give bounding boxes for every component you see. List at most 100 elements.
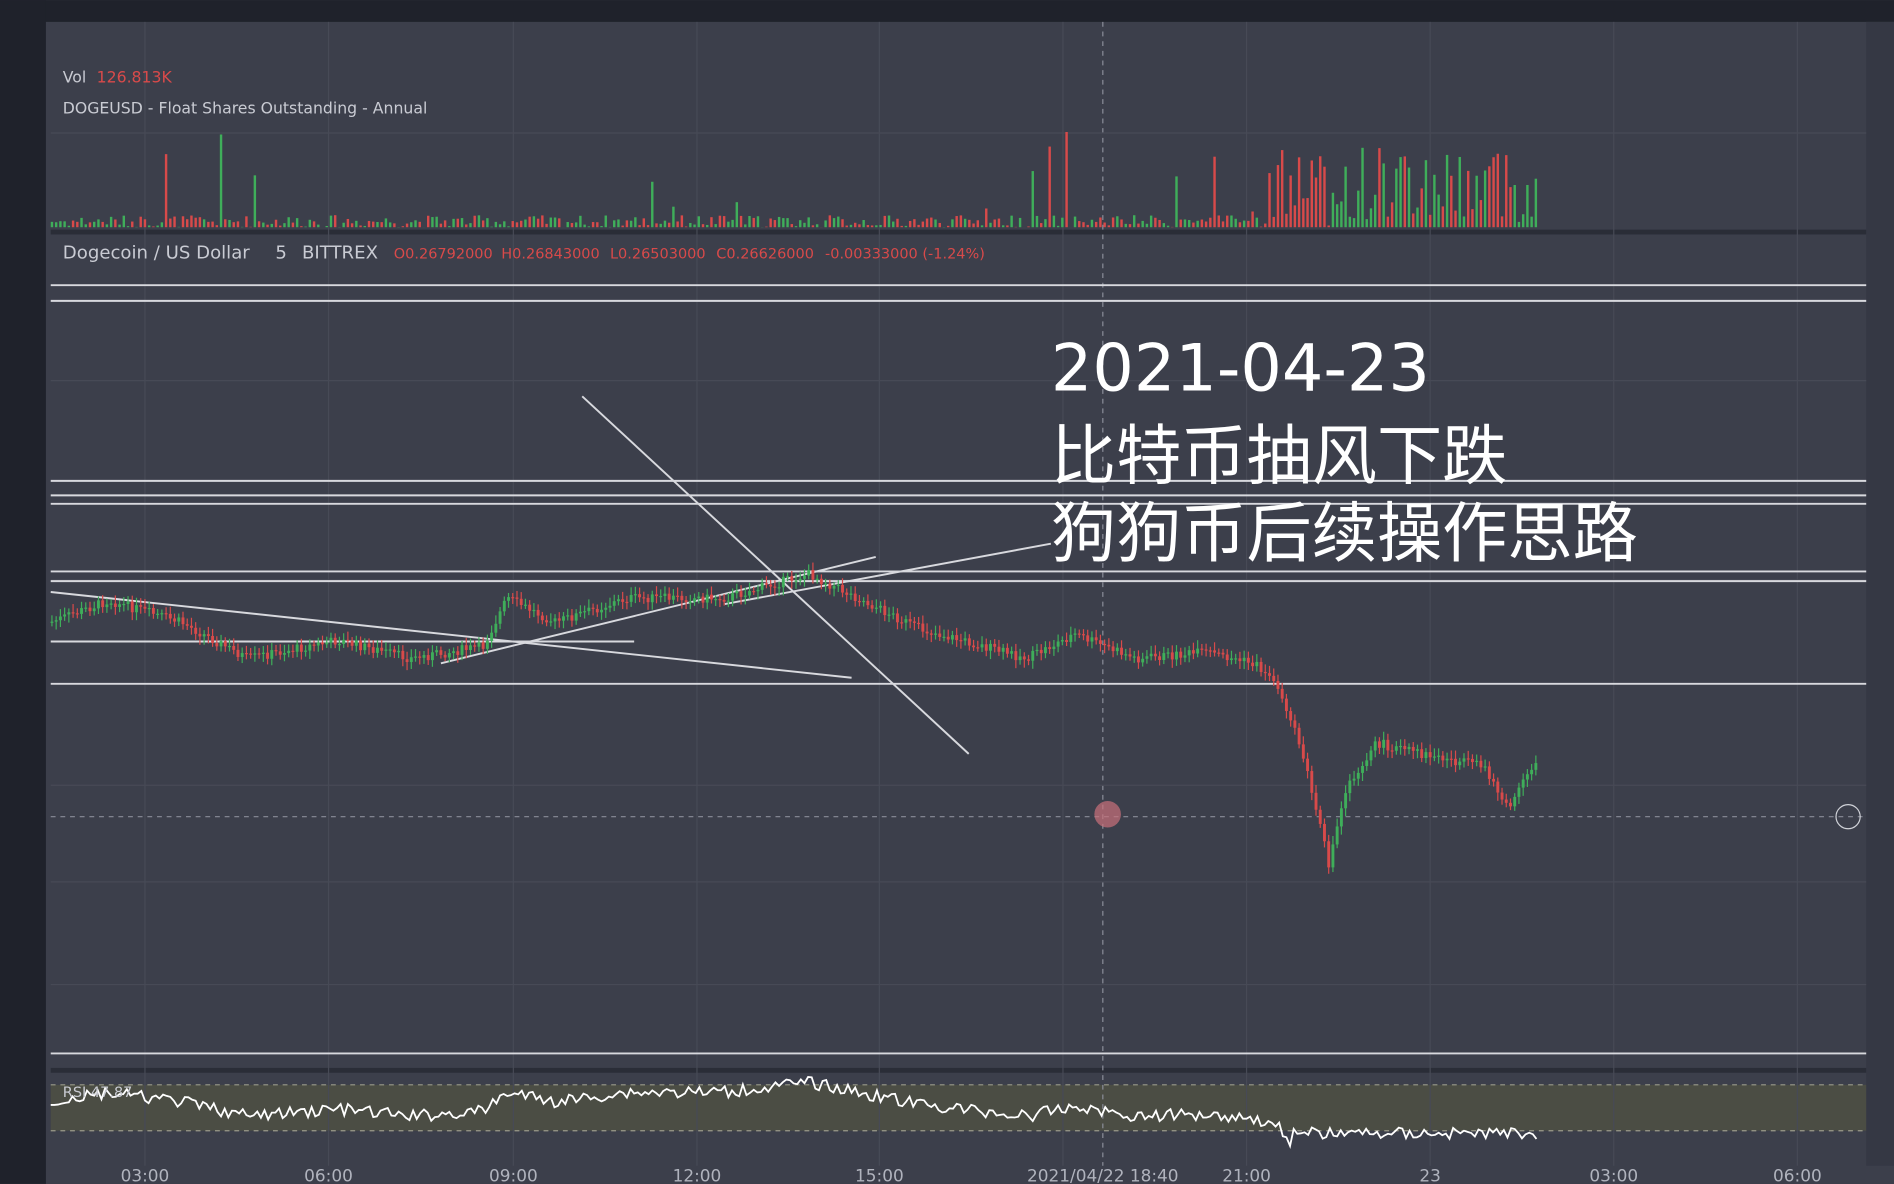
volume-bar bbox=[1386, 216, 1390, 228]
volume-bar bbox=[207, 221, 210, 228]
candle-body bbox=[980, 644, 984, 648]
volume-bar bbox=[706, 224, 709, 228]
candle-body bbox=[228, 645, 231, 648]
candle-body bbox=[1175, 651, 1178, 660]
candle-body bbox=[409, 657, 413, 663]
candle-body bbox=[1107, 644, 1111, 647]
volume-bar bbox=[676, 221, 679, 228]
trend-line[interactable] bbox=[440, 556, 876, 665]
left-toolbar[interactable] bbox=[0, 0, 46, 1184]
indicator-label: DOGEUSD - Float Shares Outstanding - Ann… bbox=[63, 99, 428, 118]
candle-body bbox=[1238, 658, 1242, 662]
candle-body bbox=[815, 578, 819, 580]
volume-bar bbox=[900, 225, 903, 228]
trend-line[interactable] bbox=[50, 591, 852, 679]
candle-body bbox=[291, 650, 295, 652]
candle-body bbox=[156, 613, 160, 615]
volume-bar bbox=[228, 219, 231, 228]
volume-bar bbox=[469, 223, 472, 228]
candle-body bbox=[1424, 752, 1428, 759]
volume-bar bbox=[892, 221, 895, 228]
candle-body bbox=[485, 640, 489, 649]
candle-body bbox=[464, 645, 468, 650]
candle-body bbox=[105, 604, 109, 608]
candle-body bbox=[1086, 635, 1090, 642]
candle-body bbox=[616, 599, 620, 602]
volume-bar bbox=[84, 224, 87, 228]
top-toolbar[interactable] bbox=[0, 0, 1894, 22]
candle-body bbox=[1356, 772, 1360, 779]
volume-bar bbox=[1090, 219, 1094, 228]
volume-bar bbox=[410, 222, 413, 228]
volume-bar bbox=[1285, 213, 1288, 228]
volume-bar bbox=[634, 217, 637, 228]
volume-bar bbox=[968, 219, 971, 228]
volume-bar bbox=[1496, 153, 1500, 228]
candle-body bbox=[257, 653, 261, 655]
candle-body bbox=[1293, 720, 1297, 728]
candle-body bbox=[439, 650, 443, 655]
volume-bar bbox=[1424, 160, 1428, 228]
trend-line[interactable] bbox=[581, 395, 970, 755]
candle-body bbox=[710, 594, 713, 600]
overlay-date: 2021-04-23 bbox=[1051, 330, 1430, 406]
volume-bar bbox=[1111, 217, 1115, 228]
candle-body bbox=[1170, 652, 1174, 660]
candle-body bbox=[380, 647, 384, 651]
candle-body bbox=[773, 586, 777, 588]
volume-bar bbox=[777, 216, 781, 228]
candle-body bbox=[786, 576, 790, 578]
volume-bar bbox=[769, 218, 772, 228]
candle-body bbox=[1052, 646, 1056, 650]
volume-bar bbox=[1280, 150, 1284, 228]
candle-body bbox=[363, 643, 367, 651]
volume-bar bbox=[689, 222, 692, 228]
volume-bar bbox=[934, 219, 937, 228]
add-button[interactable] bbox=[1835, 803, 1861, 830]
volume-bar bbox=[722, 216, 726, 228]
candle-body bbox=[1365, 760, 1369, 766]
candle-body bbox=[1441, 755, 1445, 761]
candle-body bbox=[1115, 647, 1119, 652]
volume-bar bbox=[1458, 156, 1461, 228]
volume-bar bbox=[414, 220, 417, 228]
volume-bar bbox=[693, 224, 696, 228]
candle-body bbox=[1289, 711, 1293, 721]
candle-body bbox=[819, 578, 823, 585]
candle-body bbox=[718, 599, 722, 601]
candle-body bbox=[422, 655, 426, 658]
candle-body bbox=[519, 598, 523, 605]
candle-body bbox=[1361, 765, 1364, 773]
candle-body bbox=[469, 645, 472, 650]
volume-bar bbox=[224, 219, 227, 228]
volume-bar bbox=[456, 218, 460, 228]
candle-body bbox=[507, 597, 510, 601]
candle-body bbox=[655, 594, 658, 597]
volume-bar bbox=[1310, 160, 1313, 228]
volume-bar bbox=[921, 221, 925, 228]
candle-body bbox=[1314, 792, 1318, 810]
volume-bar bbox=[1276, 165, 1280, 228]
candle-body bbox=[350, 640, 354, 646]
candle-body bbox=[1141, 658, 1145, 663]
volume-bar bbox=[1483, 170, 1487, 228]
candle-body bbox=[1073, 633, 1077, 635]
volume-bar bbox=[638, 225, 641, 228]
candle-body bbox=[591, 607, 595, 609]
candle-body bbox=[392, 649, 396, 653]
volume-bar bbox=[837, 216, 840, 228]
candle-body bbox=[697, 596, 701, 599]
volume-bar bbox=[570, 222, 574, 228]
volume-bar bbox=[917, 224, 920, 228]
candle-body bbox=[1458, 761, 1462, 766]
candle-body bbox=[88, 607, 92, 612]
candle-body bbox=[1022, 656, 1026, 660]
volume-bar bbox=[1369, 208, 1373, 228]
candle-body bbox=[1111, 646, 1115, 652]
volume-bar bbox=[1403, 156, 1407, 228]
volume-bar bbox=[591, 222, 595, 228]
candle-body bbox=[388, 649, 392, 651]
volume-bar bbox=[1378, 148, 1381, 228]
volume-bar bbox=[824, 220, 827, 228]
volume-bar bbox=[1052, 215, 1056, 228]
